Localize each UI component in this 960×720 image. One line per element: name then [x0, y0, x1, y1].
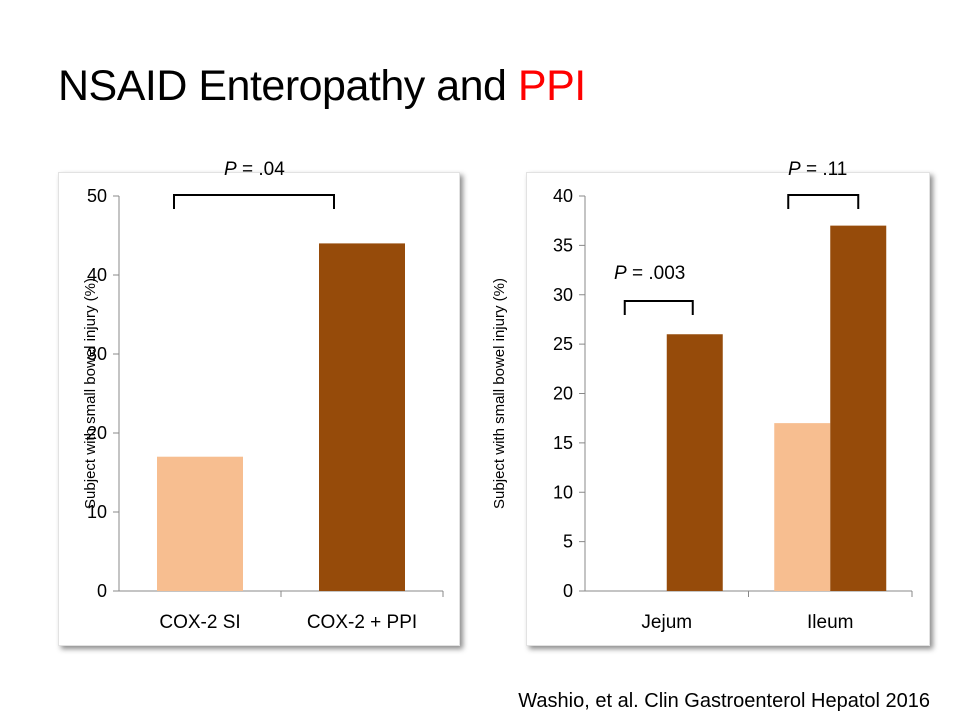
- chart-left: 0 10 20 30 40 50 Subject with small bowel inju…: [82, 186, 444, 633]
- significance-bracket: [173, 194, 335, 209]
- y-tick-label: 10: [553, 482, 573, 502]
- y-tick-label: 30: [553, 285, 573, 305]
- bar: [774, 423, 831, 591]
- x-tick-label: COX-2 + PPI: [307, 612, 417, 633]
- y-axis-title: Subject with small bowel injury (%): [82, 278, 99, 509]
- p-symbol: P: [614, 263, 627, 284]
- y-tick-label: 35: [553, 235, 573, 255]
- bar: [666, 334, 723, 591]
- slide-title: NSAID Enteropathy and PPI: [58, 62, 586, 111]
- x-tick-label: COX-2 SI: [159, 612, 240, 633]
- citation: Washio, et al. Clin Gastroenterol Hepato…: [518, 690, 930, 712]
- bar: [319, 243, 405, 591]
- p-value-text: = .04: [241, 159, 285, 180]
- y-axis-title: Subject with small bowel injury (%): [491, 278, 508, 509]
- p-value-ileum: P = .11: [788, 159, 847, 181]
- y-tick-label: 10: [87, 502, 107, 522]
- y-tick-label: 0: [563, 581, 573, 601]
- p-symbol: P: [788, 159, 801, 180]
- x-tick-label: Jejum: [641, 612, 692, 633]
- y-tick-label: 5: [563, 532, 573, 552]
- title-accent: PPI: [517, 62, 586, 110]
- chart-right: 0 5 10 15 20 25 30 35 40 Subject with small bowel…: [491, 186, 913, 633]
- y-tick-label: 15: [553, 433, 573, 453]
- p-value-jejum: P = .003: [614, 263, 685, 285]
- y-tick-label: 0: [97, 581, 107, 601]
- significance-bracket-jejum: [623, 300, 694, 315]
- p-value-text: = .11: [805, 159, 848, 180]
- title-main: NSAID Enteropathy and: [58, 62, 518, 110]
- y-tick-label: 40: [87, 265, 107, 285]
- y-tick-label: 20: [553, 384, 573, 404]
- x-tick-label: Ileum: [807, 612, 853, 633]
- chart-panel-right: 0 5 10 15 20 25 30 35 40 Subject with small bowel…: [491, 172, 930, 646]
- y-tick-label: 20: [87, 423, 107, 443]
- p-value-left: P = .04: [224, 159, 285, 181]
- y-tick-label: 40: [553, 186, 573, 206]
- bar: [830, 225, 887, 591]
- y-tick-label: 25: [553, 334, 573, 354]
- p-symbol: P: [224, 159, 237, 180]
- p-value-text: = .003: [631, 263, 686, 284]
- y-tick-label: 50: [87, 186, 107, 206]
- bar: [157, 456, 243, 591]
- chart-panel-left: 0 10 20 30 40 50 Subject with small bowel inju…: [58, 172, 460, 646]
- significance-bracket-ileum: [787, 194, 860, 209]
- y-tick-label: 30: [87, 344, 107, 364]
